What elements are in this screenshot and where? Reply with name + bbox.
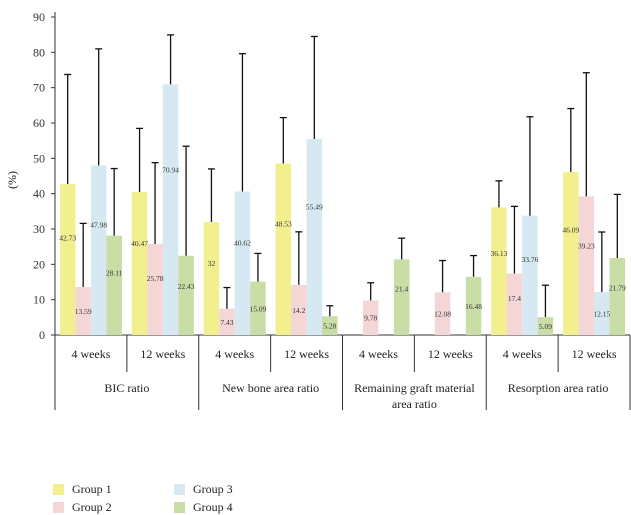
y-tick-label: 90 <box>33 10 45 24</box>
cluster-label: 12 weeks <box>140 347 185 361</box>
data-label: 5.09 <box>539 322 552 331</box>
data-label: 15.09 <box>250 304 267 313</box>
legend-label: Group 3 <box>193 482 233 496</box>
legend-item-group-4: Group 4 <box>174 500 233 515</box>
data-label: 25.78 <box>147 274 164 283</box>
bar-group-1 <box>59 184 76 335</box>
bar-group-3 <box>234 191 251 335</box>
data-label: 7.43 <box>220 318 233 327</box>
legend-label: Group 2 <box>72 500 112 514</box>
data-label: 70.94 <box>162 166 179 175</box>
bar-group-2 <box>578 196 595 335</box>
bar-group-3 <box>90 165 107 335</box>
bar-group-1 <box>563 172 579 335</box>
data-label: 17.4 <box>508 294 521 303</box>
bar-group-2 <box>506 273 523 335</box>
bar-group-1 <box>131 192 148 335</box>
bars <box>59 34 626 335</box>
legend-swatch <box>53 502 64 513</box>
data-label: 48.53 <box>275 219 292 228</box>
bar-group-3 <box>522 215 538 335</box>
bar-group-3 <box>306 138 323 335</box>
bar-group-2 <box>147 243 163 335</box>
bar-group-2 <box>434 292 451 335</box>
bar-group-2 <box>291 284 307 335</box>
bar-group-2 <box>75 286 91 335</box>
y-tick-label: 0 <box>39 328 45 342</box>
bar-group-4 <box>537 317 554 335</box>
data-label: 32 <box>208 259 216 268</box>
data-label: 40.47 <box>131 239 148 248</box>
group-label: Remaining graft material <box>354 381 475 395</box>
labels: BIC ratio 4 weeks 42.73 13.59 47.98 28.11 12 w… <box>59 166 626 411</box>
y-tick-label: 70 <box>33 81 45 95</box>
y-tick-label: 20 <box>33 257 45 271</box>
legend-swatch <box>53 484 64 495</box>
bar-group-4 <box>106 235 122 335</box>
data-label: 9.78 <box>364 314 377 323</box>
bar-group-3 <box>162 84 179 335</box>
data-label: 16.48 <box>465 302 482 311</box>
bar-group-4 <box>322 316 338 335</box>
data-label: 28.11 <box>106 268 123 277</box>
y-axis-title: (%) <box>5 171 19 189</box>
legend-swatch <box>174 502 185 513</box>
bar-group-4 <box>609 258 626 335</box>
data-label: 55.49 <box>306 203 323 212</box>
data-label: 12.08 <box>434 310 451 319</box>
data-label: 46.09 <box>562 225 579 234</box>
y-tick-label: 60 <box>33 116 45 130</box>
group-label: New bone area ratio <box>222 381 319 395</box>
bar-group-2 <box>219 308 235 335</box>
data-label: 5.28 <box>323 322 336 331</box>
data-label: 40.62 <box>234 238 251 247</box>
cluster-label: 4 weeks <box>71 347 110 361</box>
legend-item-group-1: Group 1 <box>53 482 112 497</box>
data-label: 13.59 <box>75 307 92 316</box>
data-label: 21.4 <box>395 285 408 294</box>
cluster-label: 12 weeks <box>572 347 617 361</box>
legend-item-group-3: Group 3 <box>174 482 233 497</box>
legend-item-group-2: Group 2 <box>53 500 112 515</box>
cluster-label: 4 weeks <box>359 347 398 361</box>
bar-group-4 <box>250 281 266 335</box>
bar-group-4 <box>465 276 482 335</box>
bar-group-3 <box>594 292 610 335</box>
group-label: Resorption area ratio <box>508 381 609 395</box>
legend-label: Group 4 <box>193 500 233 514</box>
group-label: BIC ratio <box>104 381 149 395</box>
data-label: 33.76 <box>522 255 539 264</box>
cluster-label: 12 weeks <box>284 347 329 361</box>
y-tick-label: 30 <box>33 222 45 236</box>
data-label: 47.98 <box>90 221 107 230</box>
data-label: 42.73 <box>59 233 76 242</box>
bar-group-1 <box>203 221 220 335</box>
group-label: area ratio <box>392 397 437 411</box>
cluster-label: 4 weeks <box>503 347 542 361</box>
y-tick-label: 10 <box>33 293 45 307</box>
data-label: 21.79 <box>609 284 626 293</box>
data-label: 12.15 <box>593 310 610 319</box>
y-tick-label: 50 <box>33 151 45 165</box>
bar-group-4 <box>393 259 410 335</box>
legend-label: Group 1 <box>72 482 112 496</box>
bar-group-4 <box>178 255 194 335</box>
data-label: 36.13 <box>491 249 508 258</box>
data-label: 39.23 <box>578 242 595 251</box>
cluster-label: 4 weeks <box>215 347 254 361</box>
data-label: 22.43 <box>178 282 195 291</box>
legend-swatch <box>174 484 185 495</box>
bar-group-2 <box>362 300 379 335</box>
bar-group-1 <box>491 207 507 335</box>
bar-group-1 <box>275 163 292 335</box>
y-tick-label: 80 <box>33 45 45 59</box>
y-tick-label: 40 <box>33 187 45 201</box>
data-label: 14.2 <box>292 306 305 315</box>
cluster-label: 12 weeks <box>428 347 473 361</box>
